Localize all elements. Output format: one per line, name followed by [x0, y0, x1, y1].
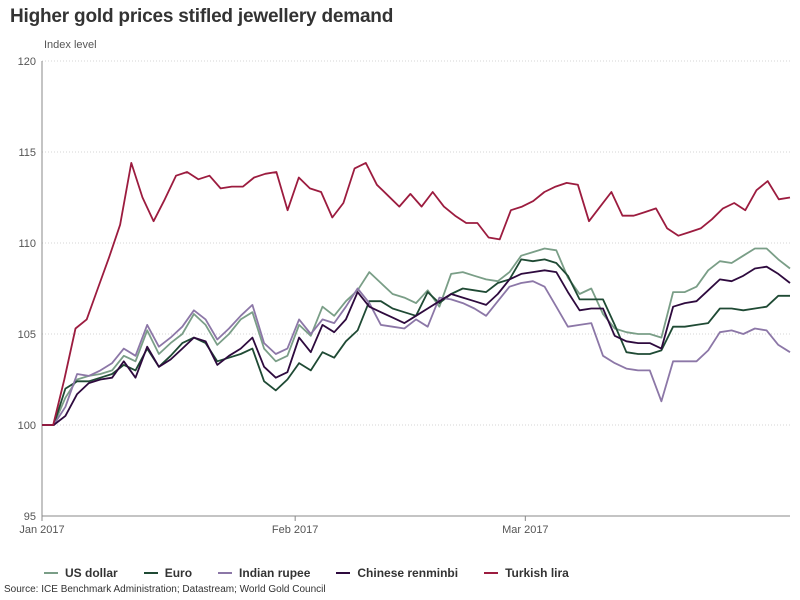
legend-item-indian-rupee: Indian rupee	[218, 566, 310, 580]
series-line-euro	[42, 258, 790, 426]
x-tick-label: Jan 2017	[19, 524, 64, 536]
x-tick-label: Mar 2017	[502, 524, 548, 536]
series-lines	[42, 161, 791, 426]
legend-label: Euro	[164, 566, 193, 580]
chart-title: Higher gold prices stifled jewellery dem…	[10, 6, 394, 27]
legend-item-turkish-lira: Turkish lira	[484, 566, 569, 580]
legend-item-us-dollar: US dollar	[44, 566, 118, 580]
series-line-us-dollar	[42, 247, 791, 426]
legend: US dollar Euro Indian rupee Chinese renm…	[44, 566, 569, 580]
legend-swatch	[44, 572, 58, 574]
legend-swatch	[484, 572, 499, 574]
source-note: Source: ICE Benchmark Administration; Da…	[4, 584, 326, 595]
y-axis-label: Index level	[44, 39, 97, 51]
y-tick-label: 105	[18, 329, 36, 341]
x-tick-label: Feb 2017	[272, 524, 318, 536]
y-tick-label: 95	[24, 511, 36, 523]
grid-lines	[42, 60, 790, 426]
legend-swatch	[336, 572, 351, 574]
legend-label: Indian rupee	[239, 566, 311, 580]
legend-label: Turkish lira	[505, 566, 569, 580]
series-line-chinese-renminbi	[42, 265, 791, 426]
legend-label: US dollar	[65, 566, 118, 580]
legend-item-chinese-renminbi: Chinese renminbi	[336, 566, 458, 580]
series-line-indian-rupee	[42, 280, 791, 426]
legend-swatch	[218, 572, 233, 574]
legend-swatch	[143, 572, 158, 574]
y-tick-label: 110	[18, 238, 36, 250]
y-tick-label: 115	[18, 147, 36, 159]
y-tick-label: 120	[18, 56, 36, 68]
y-tick-label: 100	[18, 420, 36, 432]
legend-item-euro: Euro	[143, 566, 193, 580]
legend-label: Chinese renminbi	[357, 566, 459, 580]
series-line-turkish-lira	[42, 161, 791, 426]
axes: 95 100 105 110 115 120 Jan 2017 Feb 2017 Mar 201…	[18, 56, 790, 536]
